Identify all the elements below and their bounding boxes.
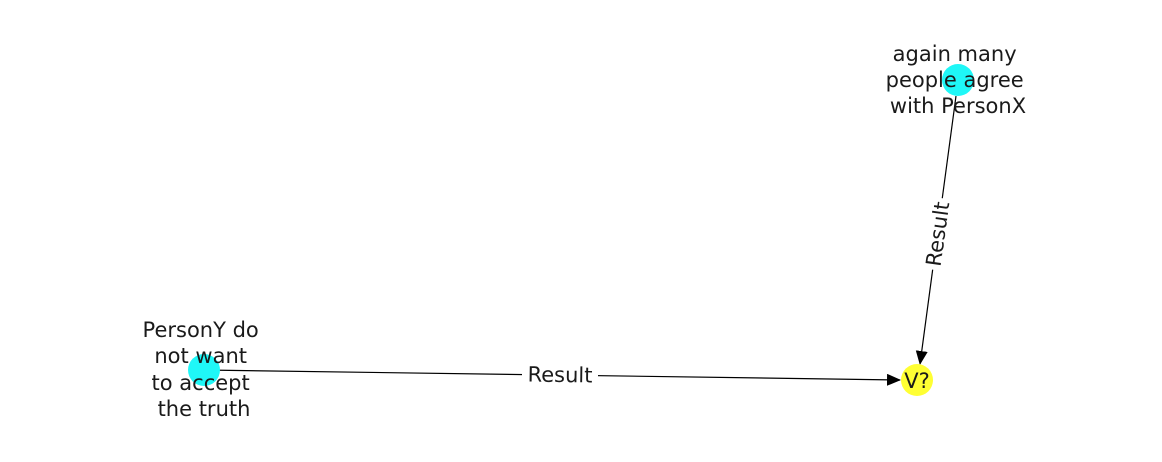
edge-label-background	[521, 360, 599, 390]
node-left-label-line: the truth	[158, 397, 251, 421]
edge-label-left-to-target-group: Result	[521, 360, 599, 390]
node-left-label: PersonY do not want to accept the truth	[143, 318, 266, 421]
edge-label-top-to-target: Result	[922, 200, 955, 268]
edge-label-left-to-target: Result	[527, 363, 592, 388]
node-top-label-line: with PersonX	[890, 94, 1026, 118]
node-target	[901, 364, 933, 396]
edge-label-background	[919, 196, 957, 272]
node-top	[942, 64, 974, 96]
node-top-label-line: again many	[893, 42, 1017, 66]
node-left	[188, 354, 220, 386]
node-left-label-line: to accept	[152, 371, 250, 395]
node-top-label: again many people agree with PersonX	[886, 42, 1031, 118]
node-left-label-line: not want	[154, 344, 247, 368]
node-target-label: V?	[904, 369, 930, 393]
edge-label-top-to-target-group: Result	[919, 196, 957, 272]
node-top-label-line: people agree	[886, 68, 1024, 92]
node-left-label-line: PersonY do	[143, 318, 259, 342]
